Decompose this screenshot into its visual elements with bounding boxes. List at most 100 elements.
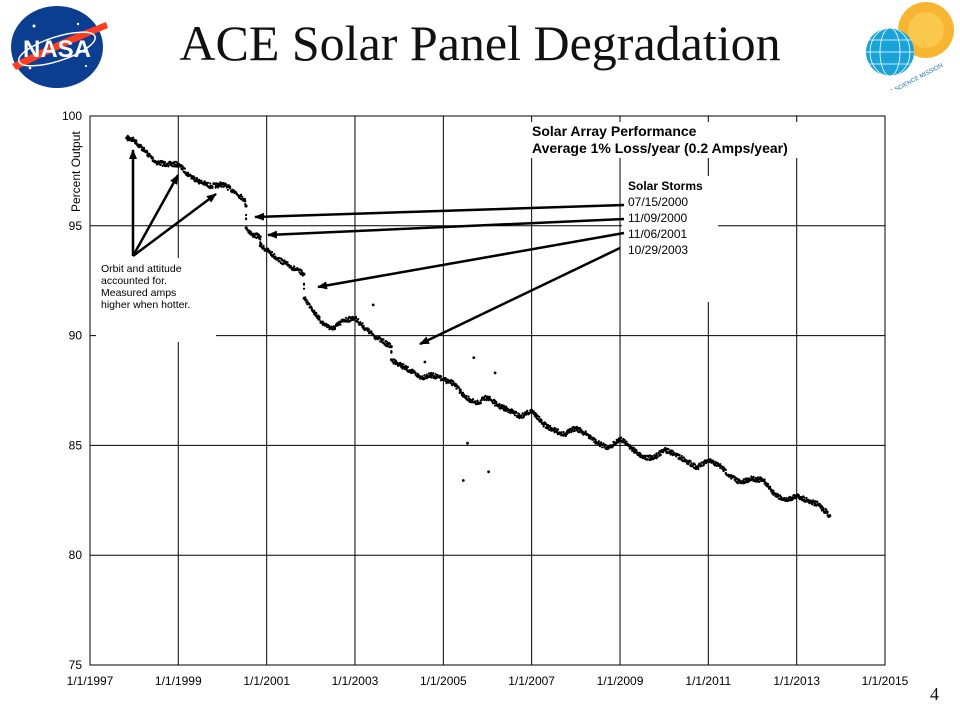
annotation-arrow (131, 174, 180, 257)
trend-dot (687, 462, 690, 466)
trend-dot (146, 150, 149, 153)
trend-dot (498, 402, 501, 406)
trend-dot (474, 400, 477, 403)
trend-dot (245, 213, 248, 217)
outlier-point (461, 479, 465, 482)
y-tick-label: 85 (69, 438, 83, 452)
trend-dot (712, 460, 715, 463)
slide-title: ACE Solar Panel Degradation (179, 15, 781, 71)
y-tick-label: 90 (69, 329, 83, 343)
trend-dot (262, 245, 265, 248)
trend-dot (534, 412, 538, 415)
trend-dot (480, 398, 483, 401)
trend-dot (259, 241, 262, 244)
trend-dot (401, 367, 404, 370)
trend-dot (345, 316, 348, 319)
trend-dot (266, 247, 269, 250)
trend-dot (272, 254, 275, 258)
trend-dot (163, 161, 166, 164)
trend-dot (330, 325, 333, 328)
trend-dot (724, 471, 727, 475)
trend-dot (402, 363, 405, 366)
trend-dot (337, 324, 340, 327)
trend-dot (226, 188, 229, 191)
trend-dot (135, 139, 138, 142)
trend-dot (671, 454, 675, 457)
trend-dot (321, 320, 324, 323)
trend-dot (218, 185, 221, 188)
trend-dot (495, 400, 498, 403)
trend-dot (763, 478, 766, 481)
trend-dot (521, 412, 524, 415)
trend-dot (318, 315, 321, 319)
trend-dot (383, 342, 386, 345)
trend-dot (584, 430, 587, 433)
trend-dot (611, 446, 614, 449)
trend-dot (656, 456, 659, 459)
trend-dot (769, 486, 772, 489)
trend-dot (193, 176, 196, 179)
data-point (242, 197, 246, 201)
solar-storm-date: 10/29/2003 (628, 243, 688, 257)
trend-dot (382, 338, 385, 341)
globe-grid (866, 27, 914, 77)
trend-dot (721, 468, 724, 471)
trend-dot (752, 475, 755, 478)
trend-dot (368, 328, 371, 331)
y-tick-label: 75 (69, 658, 83, 672)
x-tick-label: 1/1/1999 (155, 674, 202, 688)
trend-dot (604, 444, 607, 447)
data-point (389, 345, 393, 349)
trend-dot (195, 177, 198, 180)
trend-dot (825, 508, 828, 511)
outlier-point (487, 470, 490, 474)
trend-dot (132, 136, 135, 139)
trend-dot (565, 433, 569, 436)
data-point (684, 459, 688, 463)
outlier-point (472, 356, 476, 359)
trend-dot (691, 465, 694, 468)
trend-dot (421, 375, 424, 378)
trend-dot (432, 372, 435, 375)
chart-subtitle: Average 1% Loss/year (0.2 Amps/year) (532, 140, 788, 156)
trend-dot (318, 318, 321, 321)
trend-dot (359, 321, 362, 324)
trend-dot (820, 505, 824, 508)
trend-dot (485, 398, 488, 401)
trend-dot (620, 436, 623, 439)
trend-dot (328, 325, 331, 328)
orbit-note-line: higher when hotter. (101, 299, 190, 311)
trend-dot (414, 371, 417, 374)
data-point (507, 408, 511, 412)
trend-dot (601, 446, 604, 449)
trend-dot (224, 183, 227, 186)
y-tick-label: 95 (69, 219, 83, 233)
trend-dot (306, 300, 309, 303)
trend-dot (161, 164, 164, 167)
annotation-arrow (267, 217, 625, 239)
trend-dot (562, 430, 565, 434)
data-point (496, 404, 500, 408)
x-tick-label: 1/1/2015 (862, 674, 909, 688)
trend-dot (494, 404, 497, 407)
trend-dot (444, 380, 447, 383)
nasa-swoosh (12, 22, 108, 70)
outlier-point (349, 316, 353, 320)
trend-dot (135, 141, 138, 144)
trend-dot (786, 499, 789, 502)
x-tick-label: 1/1/1997 (67, 674, 114, 688)
trend-dot (302, 283, 306, 286)
trend-dot (430, 376, 433, 379)
x-tick-label: 1/1/2011 (685, 674, 731, 688)
trend-dot (183, 167, 186, 170)
trend-dot (572, 425, 575, 429)
data-point (828, 514, 832, 518)
trend-dot (792, 497, 795, 500)
annotation-arrow (132, 192, 217, 258)
trend-dot (525, 413, 528, 416)
annotation-arrow (254, 203, 625, 221)
trend-dot (278, 260, 281, 263)
data-point (302, 272, 306, 276)
chart-title: Solar Array Performance (532, 123, 697, 139)
plot-area (89, 115, 886, 666)
